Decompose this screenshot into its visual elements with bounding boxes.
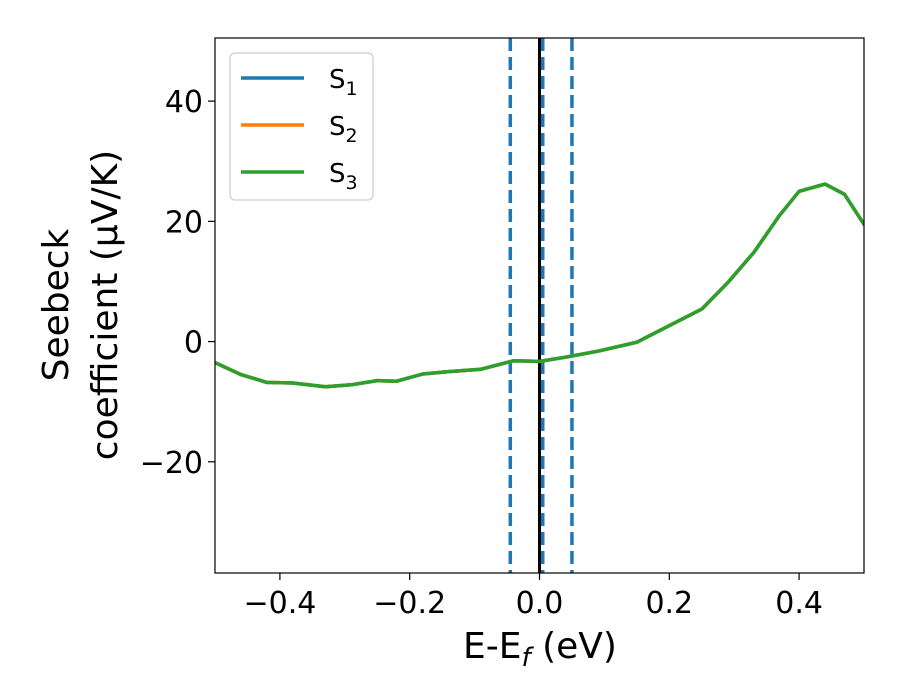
x-axis-label: E-Ef (eV) [463,626,617,673]
legend-label-s3: S3 [329,159,358,194]
y-tick-label: −20 [140,446,203,481]
plot-area [215,38,864,573]
y-tick-label: 0 [184,326,203,361]
x-tick-label: −0.2 [373,586,446,621]
legend-label-s1: S1 [329,65,358,100]
x-axis-label-main: E-E [463,626,521,667]
series-line-s3 [215,182,864,389]
x-tick-label: 0.0 [516,586,564,621]
legend: S1 S2 S3 [229,52,374,201]
y-tick-label: 40 [165,85,203,120]
x-axis-label-unit: (eV) [531,626,617,667]
y-axis-ticks: −20 0 20 40 [140,85,215,481]
y-tick-label: 20 [165,205,203,240]
x-tick-label: 0.2 [645,586,693,621]
x-tick-label: 0.4 [775,586,823,621]
y-axis-label-line2: coefficient (μV/K) [85,150,126,460]
x-axis-ticks: −0.4 −0.2 0.0 0.2 0.4 [243,573,823,621]
x-tick-label: −0.4 [243,586,316,621]
legend-label-s2: S2 [329,112,358,147]
y-axis-label-line1: Seebeck [36,228,77,381]
